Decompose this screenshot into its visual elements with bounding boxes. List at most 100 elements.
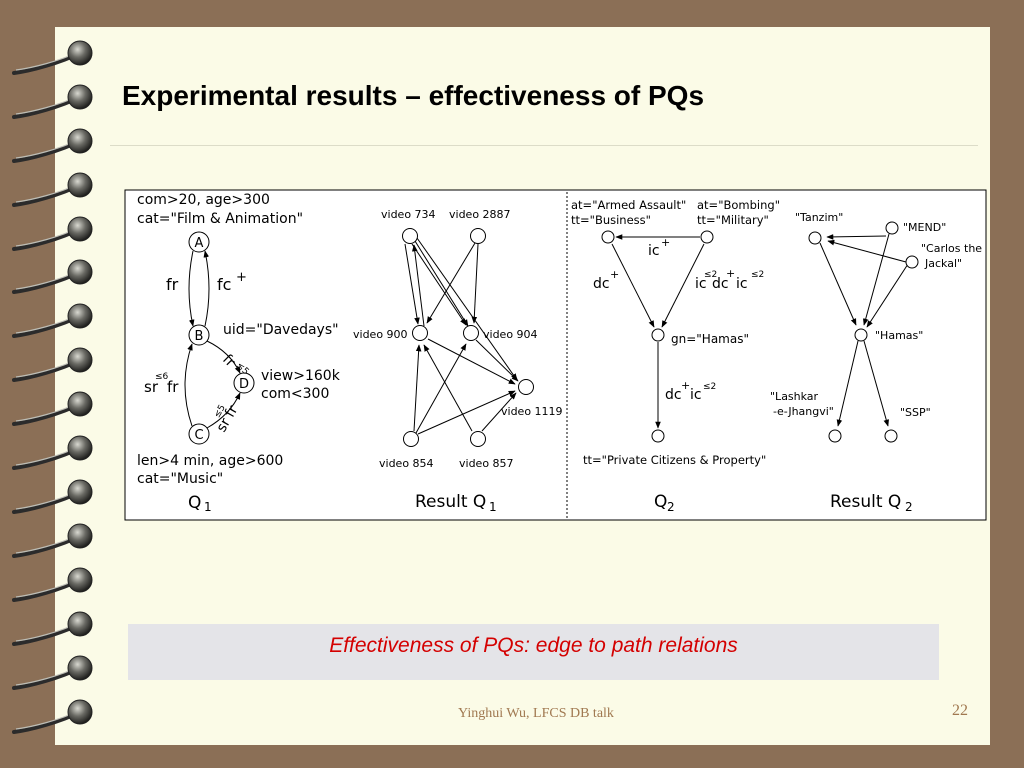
rq2-tanzim: "Tanzim" [795,211,843,224]
q2-node-r [700,230,714,244]
rq2-carlos-2: Jackal" [924,257,962,270]
rq2-edge [826,234,887,240]
q1-node-c [188,423,210,445]
rq2-ssp: "SSP" [900,406,931,419]
q1-edge-bd [206,340,241,374]
q1-cond-a-1: com>20, age>300 [137,192,270,208]
rq2-lashkar-1: "Lashkar [770,390,819,403]
q1-label: Q [188,493,201,513]
rq2-edge [819,242,857,326]
q2-edge-left-plus: + [610,268,619,281]
q2-edge-down-bound: ≤2 [703,382,716,392]
spiral-binding-icon [12,40,93,734]
rq1-edge [413,344,422,432]
rq1-edge [423,344,473,432]
rq1-node-734 [402,228,418,244]
rq2-edge [863,340,889,427]
q1-cond-c-1: len>4 min, age>600 [137,453,283,469]
caption-text: Effectiveness of PQs: edge to path relat… [329,634,738,657]
q2-edge-right-ic2: ic [736,276,748,292]
q2-cond-l-2: tt="Business" [571,213,651,227]
title-divider [110,145,978,146]
q2-edge-right [661,243,705,328]
q2-node-mid [651,328,665,342]
rq1-edge [475,339,519,382]
q1-edge-fc-plus: + [236,270,247,285]
q2-edge-down-ic: ic [690,387,702,403]
q1-cond-d-2: com<300 [261,386,329,402]
q2-label: Q [654,492,667,512]
spiral-ring [67,172,93,198]
q1-edge-cd [206,392,241,429]
query-q2: at="Armed Assault" tt="Business" at="Bom… [571,198,780,514]
q1-cond-d-1: view>160k [261,368,341,384]
rq2-mend: "MEND" [903,221,946,234]
rq2-node-carlos [905,255,919,269]
rq1-edge [414,240,469,327]
spiral-ring [67,523,93,549]
rq1-node-2887 [470,228,486,244]
rq1-edge [426,242,476,324]
rq1-label-sub: 1 [489,500,497,514]
rq2-node-lashkar [828,429,842,443]
q2-edge-top-ic: ic [648,243,660,259]
q1-node-a [188,231,210,253]
footer-text: Yinghui Wu, LFCS DB talk [458,706,614,721]
diagram-frame [124,189,987,521]
rq1-edge [404,243,420,325]
q1-node-c-label: C [194,428,203,443]
page-number: 22 [952,702,968,719]
spiral-ring [67,259,93,285]
q1-edge-cb [184,343,193,427]
q2-label-sub: 2 [667,500,675,514]
q2-edge-down-dc: dc [665,387,682,403]
rq1-video-854: video 854 [379,457,434,470]
rq2-carlos-1: "Carlos the [921,242,982,255]
rq1-edge [415,343,467,434]
spiral-ring [67,699,93,725]
rq2-edge [862,233,890,326]
spiral-ring [67,567,93,593]
spiral-ring [67,84,93,110]
rq1-video-857: video 857 [459,457,514,470]
q1-node-d-label: D [239,377,249,392]
q1-edge-ba [203,250,210,327]
rq2-hamas: "Hamas" [875,329,923,342]
q1-edge-fr: fr [166,275,179,294]
rq1-edge [416,237,518,381]
rq2-node-mend [885,221,899,235]
rq2-label: Result Q [830,492,901,512]
rq1-edge [411,244,425,327]
q2-edge-down-plus: + [681,379,690,392]
q2-cond-r-2: tt="Military" [697,213,769,227]
rq2-edge [836,340,859,427]
spiral-ring [67,391,93,417]
spiral-ring [67,347,93,373]
spiral-ring [67,40,93,66]
spiral-ring [67,435,93,461]
rq1-node-854 [403,431,419,447]
caption-box: Effectiveness of PQs: edge to path relat… [128,624,939,680]
q2-edge-right-ic1: ic [695,276,707,292]
q2-edge-left-dc: dc [593,276,610,292]
rq1-edge [411,243,467,326]
q1-cond-c-2: cat="Music" [137,471,223,487]
spiral-ring [67,479,93,505]
spiral-ring [67,128,93,154]
slide-title: Experimental results – effectiveness of … [122,80,705,111]
rq2-node-hamas [854,328,868,342]
rq2-label-sub: 2 [905,500,913,514]
rq1-node-904 [463,325,479,341]
q2-edge-left [611,243,655,328]
q1-node-d [233,372,255,394]
rq1-video-904: video 904 [483,328,538,341]
q2-cond-bottom: tt="Private Citizens & Property" [583,453,766,467]
query-q1: com>20, age>300 cat="Film & Animation" A… [137,192,341,514]
q1-edge-cb-bound: ≤6 [155,372,169,382]
rq1-video-1119: video 1119 [501,405,563,418]
rq1-edge [471,243,479,324]
result-q2: "Tanzim" "MEND" "Carlos the Jackal" "Ham… [770,211,982,514]
rq1-node-857 [470,431,486,447]
q1-label-sub: 1 [204,500,212,514]
